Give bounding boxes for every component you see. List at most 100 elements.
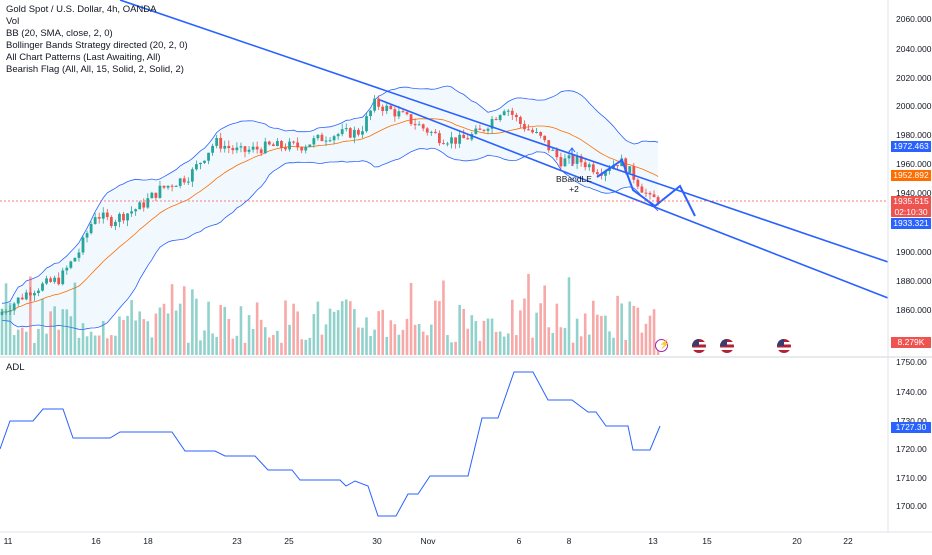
candle-body: [114, 221, 117, 227]
candle-body: [170, 185, 174, 187]
volume-bar: [29, 276, 32, 355]
candle-body: [640, 186, 644, 193]
us-flag-icon[interactable]: [777, 339, 791, 353]
indicator-bearish-flag[interactable]: Bearish Flag (All, All, 15, Solid, 2, So…: [6, 64, 184, 75]
us-flag-icon[interactable]: [720, 339, 734, 353]
volume-bar: [644, 323, 648, 355]
volume-bar: [575, 318, 579, 355]
volume-bar: [612, 337, 615, 355]
volume-bar: [61, 309, 65, 355]
candle-body: [0, 311, 4, 315]
candle-body: [591, 164, 595, 173]
volume-badge: 8.279K: [891, 337, 931, 348]
adl-tick-label: 1730.00: [896, 416, 927, 426]
volume-bar: [122, 320, 125, 355]
candle-body: [551, 149, 555, 151]
candle-body: [324, 140, 328, 142]
candle-body: [146, 198, 150, 208]
indicator-bb-strategy[interactable]: Bollinger Bands Strategy directed (20, 2…: [6, 40, 188, 51]
candle-body: [608, 169, 611, 171]
candle-body: [24, 292, 28, 300]
candle-body: [433, 131, 437, 134]
volume-bar: [288, 324, 291, 355]
volume-bar: [276, 330, 279, 355]
volume-bar: [296, 311, 299, 355]
volume-bar: [543, 285, 546, 355]
indicator-bb[interactable]: BB (20, SMA, close, 2, 0): [6, 28, 113, 39]
volume-bar: [434, 300, 437, 355]
volume-bar: [81, 323, 85, 355]
volume-bar: [8, 302, 12, 355]
time-tick-label: 11: [4, 536, 13, 546]
candle-body: [425, 128, 429, 133]
volume-bar: [65, 309, 69, 355]
candle-body: [154, 192, 158, 198]
candle-body: [174, 185, 178, 187]
time-tick-label: 22: [843, 536, 853, 546]
price-tick-label: 1860.000: [896, 305, 932, 315]
candle-body: [575, 156, 579, 164]
volume-bar: [158, 307, 162, 355]
candle-body: [446, 143, 449, 145]
volume-bar: [316, 301, 320, 355]
candle-body: [28, 292, 32, 296]
adl-line[interactable]: [0, 371, 661, 517]
channel-lower-line[interactable]: [379, 99, 888, 299]
flash-icon[interactable]: ⚡: [655, 339, 670, 352]
volume-bar: [535, 312, 538, 355]
indicator-chart-patterns[interactable]: All Chart Patterns (Last Awaiting, All): [6, 52, 161, 63]
volume-bar: [195, 298, 198, 355]
volume-bar: [199, 340, 202, 355]
volume-bar: [110, 335, 113, 355]
candle-body: [454, 137, 457, 144]
volume-bar: [187, 342, 190, 355]
candle-body: [259, 149, 263, 154]
bollinger-lower-line: [1, 147, 659, 330]
adl-tick-label: 1700.00: [896, 501, 927, 511]
volume-bar: [373, 329, 376, 355]
candle-body: [486, 128, 490, 131]
candle-body: [519, 117, 522, 124]
candle-body: [186, 181, 190, 183]
candle-body: [138, 202, 142, 210]
candle-body: [587, 164, 591, 168]
volume-bar: [130, 300, 133, 355]
candle-body: [8, 310, 12, 312]
volume-bar: [324, 324, 328, 355]
us-flag-icon[interactable]: [692, 339, 706, 353]
candle-body: [527, 129, 530, 131]
adl-tick-label: 1720.00: [896, 444, 927, 454]
volume-bar: [377, 311, 380, 355]
candle-body: [207, 152, 210, 161]
bearish-flag-pattern[interactable]: [596, 158, 696, 217]
price-tick-label: 1880.000: [896, 276, 932, 286]
volume-bar: [583, 313, 587, 355]
volume-bar: [442, 280, 445, 355]
candle-body: [16, 297, 20, 304]
candle-body: [514, 114, 518, 118]
candle-body: [539, 132, 543, 136]
candle-body: [462, 134, 466, 139]
volume-bar: [652, 309, 656, 355]
last-price-badge: 1935.515: [891, 196, 931, 207]
indicator-vol[interactable]: Vol: [6, 16, 20, 27]
volume-bar: [231, 338, 235, 355]
candle-body: [178, 178, 182, 186]
adl-indicator-label[interactable]: ADL: [6, 362, 25, 373]
volume-bar: [255, 302, 259, 355]
volume-bar: [211, 333, 214, 355]
candle-body: [190, 169, 194, 182]
time-tick-label: 18: [143, 536, 153, 546]
candle-body: [312, 138, 316, 145]
symbol-title[interactable]: Gold Spot / U.S. Dollar, 4h, OANDA: [6, 4, 157, 15]
candle-body: [369, 110, 372, 117]
volume-bar: [53, 306, 56, 355]
volume-bar: [474, 321, 478, 355]
candle-body: [644, 192, 648, 194]
candle-body: [122, 213, 125, 221]
candle-body: [567, 155, 571, 159]
channel-upper-line[interactable]: [119, 0, 888, 263]
bollinger-basis-line: [1, 118, 659, 313]
